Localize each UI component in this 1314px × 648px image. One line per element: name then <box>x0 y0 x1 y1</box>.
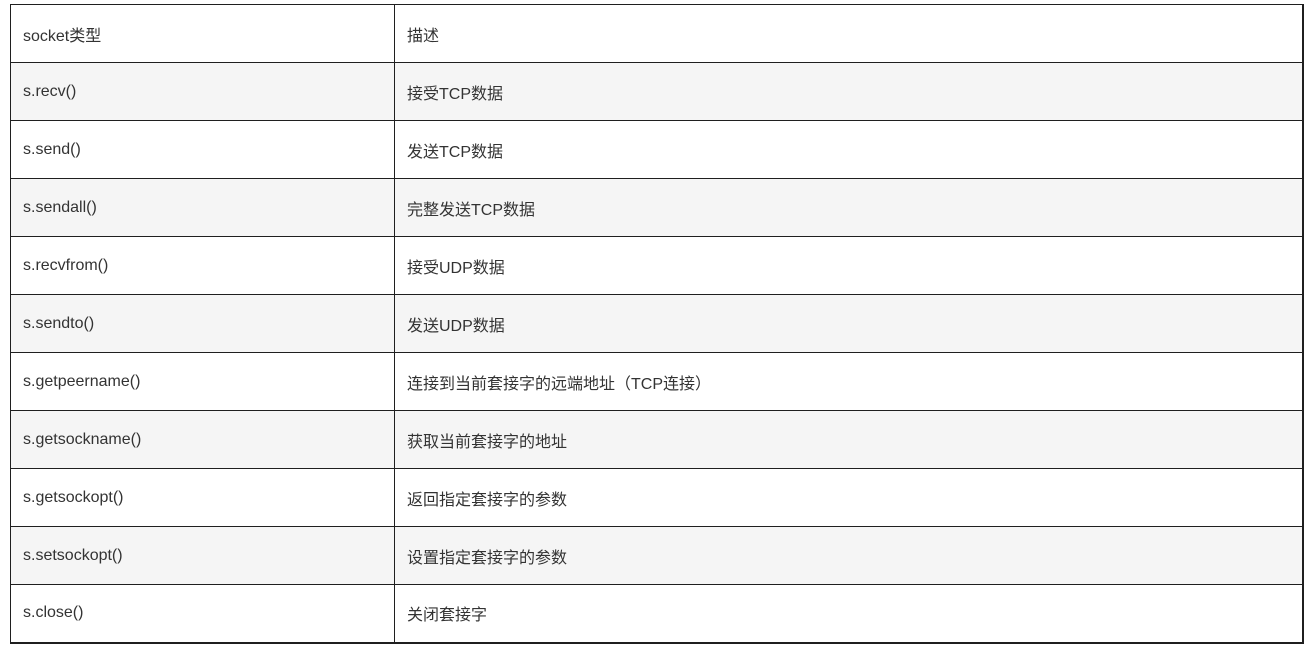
table-row: s.getsockopt() 返回指定套接字的参数 <box>10 468 1304 527</box>
socket-api-table-body: socket类型 描述 s.recv() 接受TCP数据 s.send() 发送TCP… <box>10 4 1304 643</box>
column-header-socket-type: socket类型 <box>10 4 395 63</box>
socket-method-cell: s.recvfrom() <box>10 236 395 295</box>
table-row: s.recvfrom() 接受UDP数据 <box>10 236 1304 295</box>
description-cell: 设置指定套接字的参数 <box>394 526 1304 585</box>
table-row: s.close() 关闭套接字 <box>10 584 1304 643</box>
description-cell: 发送TCP数据 <box>394 120 1304 179</box>
socket-method-cell: s.getsockname() <box>10 410 395 469</box>
description-cell: 接受TCP数据 <box>394 62 1304 121</box>
description-cell: 返回指定套接字的参数 <box>394 468 1304 527</box>
table-row: s.recv() 接受TCP数据 <box>10 62 1304 121</box>
table-row: s.send() 发送TCP数据 <box>10 120 1304 179</box>
description-cell: 发送UDP数据 <box>394 294 1304 353</box>
socket-api-table: socket类型 描述 s.recv() 接受TCP数据 s.send() 发送TCP… <box>10 4 1304 644</box>
table-row: s.sendto() 发送UDP数据 <box>10 294 1304 353</box>
socket-method-cell: s.sendall() <box>10 178 395 237</box>
socket-method-cell: s.sendto() <box>10 294 395 353</box>
table-row: s.getpeername() 连接到当前套接字的远端地址（TCP连接） <box>10 352 1304 411</box>
socket-method-cell: s.send() <box>10 120 395 179</box>
socket-method-cell: s.getpeername() <box>10 352 395 411</box>
description-cell: 接受UDP数据 <box>394 236 1304 295</box>
description-cell: 关闭套接字 <box>394 584 1304 643</box>
table-row: s.setsockopt() 设置指定套接字的参数 <box>10 526 1304 585</box>
socket-api-table-container: socket类型 描述 s.recv() 接受TCP数据 s.send() 发送TCP… <box>10 4 1304 644</box>
description-cell: 完整发送TCP数据 <box>394 178 1304 237</box>
description-cell: 连接到当前套接字的远端地址（TCP连接） <box>394 352 1304 411</box>
table-row: s.getsockname() 获取当前套接字的地址 <box>10 410 1304 469</box>
socket-method-cell: s.getsockopt() <box>10 468 395 527</box>
socket-method-cell: s.setsockopt() <box>10 526 395 585</box>
socket-method-cell: s.recv() <box>10 62 395 121</box>
description-cell: 获取当前套接字的地址 <box>394 410 1304 469</box>
column-header-description: 描述 <box>394 4 1304 63</box>
table-row: s.sendall() 完整发送TCP数据 <box>10 178 1304 237</box>
socket-method-cell: s.close() <box>10 584 395 643</box>
table-header-row: socket类型 描述 <box>10 4 1304 63</box>
